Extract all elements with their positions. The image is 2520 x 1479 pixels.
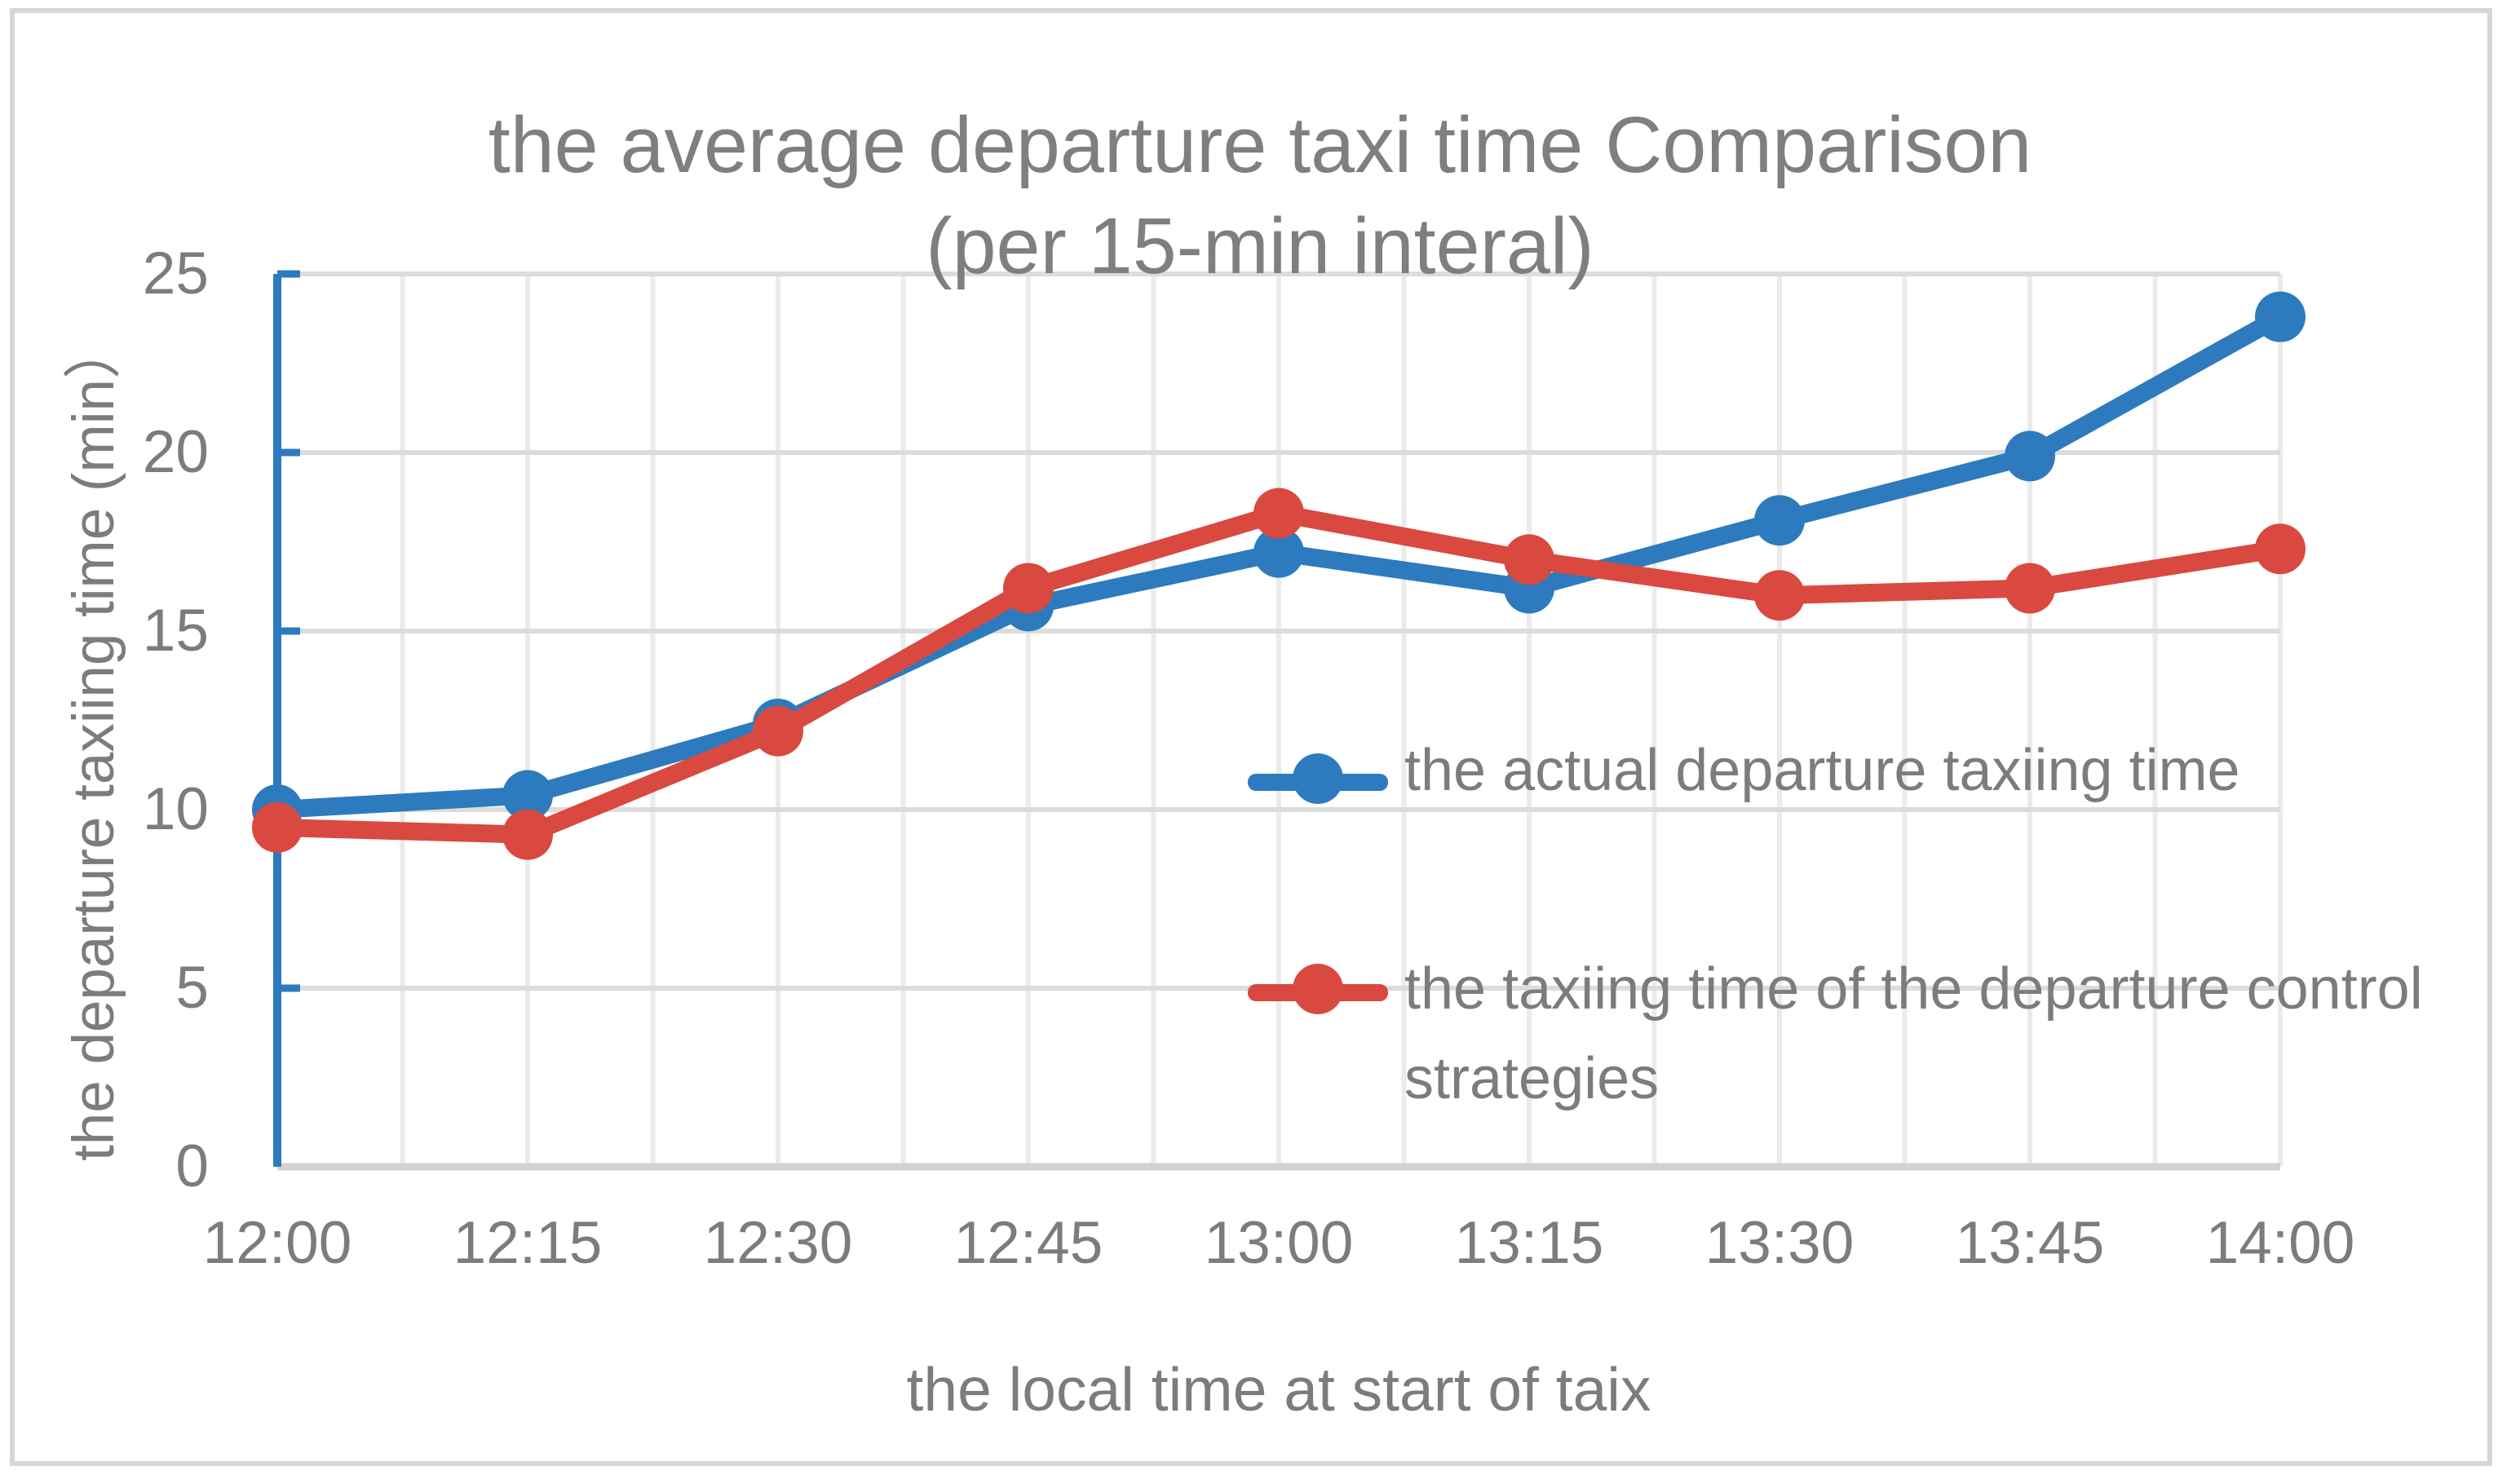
data-point-0-8 bbox=[2255, 291, 2306, 342]
x-tick-1345: 13:45 bbox=[1955, 1210, 2105, 1276]
chart-title-line2: (per 15-min interal) bbox=[926, 201, 1594, 290]
legend-marker-control-icon bbox=[1248, 952, 1388, 1026]
chart-title: the average departure taxi time Comparis… bbox=[0, 95, 2520, 297]
y-tick-0: 0 bbox=[175, 1133, 209, 1199]
y-tick-25: 25 bbox=[142, 241, 209, 307]
x-axis-title: the local time at start of taix bbox=[906, 1355, 1651, 1424]
y-tick-15: 15 bbox=[142, 598, 209, 664]
data-point-1-5 bbox=[1504, 534, 1554, 585]
x-tick-1300: 13:00 bbox=[1204, 1210, 1354, 1276]
data-point-0-4 bbox=[1253, 527, 1304, 578]
x-tick-1215: 12:15 bbox=[453, 1210, 603, 1276]
x-tick-1330: 13:30 bbox=[1704, 1210, 1855, 1276]
data-point-0-7 bbox=[2005, 430, 2055, 482]
data-point-1-4 bbox=[1253, 488, 1304, 539]
x-tick-1315: 13:15 bbox=[1454, 1210, 1604, 1276]
x-tick-1245: 12:45 bbox=[953, 1210, 1103, 1276]
data-point-1-6 bbox=[1754, 570, 1805, 621]
data-point-0-6 bbox=[1754, 495, 1805, 546]
x-tick-1400: 14:00 bbox=[2205, 1210, 2355, 1276]
chart-title-line1: the average departure taxi time Comparis… bbox=[488, 100, 2032, 189]
y-tick-10: 10 bbox=[142, 776, 209, 842]
x-tick-1230: 12:30 bbox=[703, 1210, 853, 1276]
data-point-1-8 bbox=[2255, 523, 2306, 575]
legend-label-actual: the actual departure taxiing time bbox=[1404, 738, 2240, 803]
data-point-1-0 bbox=[252, 801, 303, 853]
data-point-1-1 bbox=[502, 809, 553, 860]
legend-label-control: the taxiing time of the departure contro… bbox=[1404, 956, 2423, 1111]
chart-outer-border bbox=[10, 8, 2492, 1466]
data-point-1-2 bbox=[753, 705, 803, 757]
data-point-1-7 bbox=[2005, 563, 2055, 614]
y-tick-5: 5 bbox=[175, 955, 209, 1021]
legend-marker-actual-icon bbox=[1248, 742, 1388, 815]
data-point-0-1 bbox=[502, 770, 553, 821]
x-tick-1200: 12:00 bbox=[202, 1210, 352, 1276]
y-tick-20: 20 bbox=[142, 419, 209, 485]
data-point-1-3 bbox=[1003, 563, 1054, 614]
